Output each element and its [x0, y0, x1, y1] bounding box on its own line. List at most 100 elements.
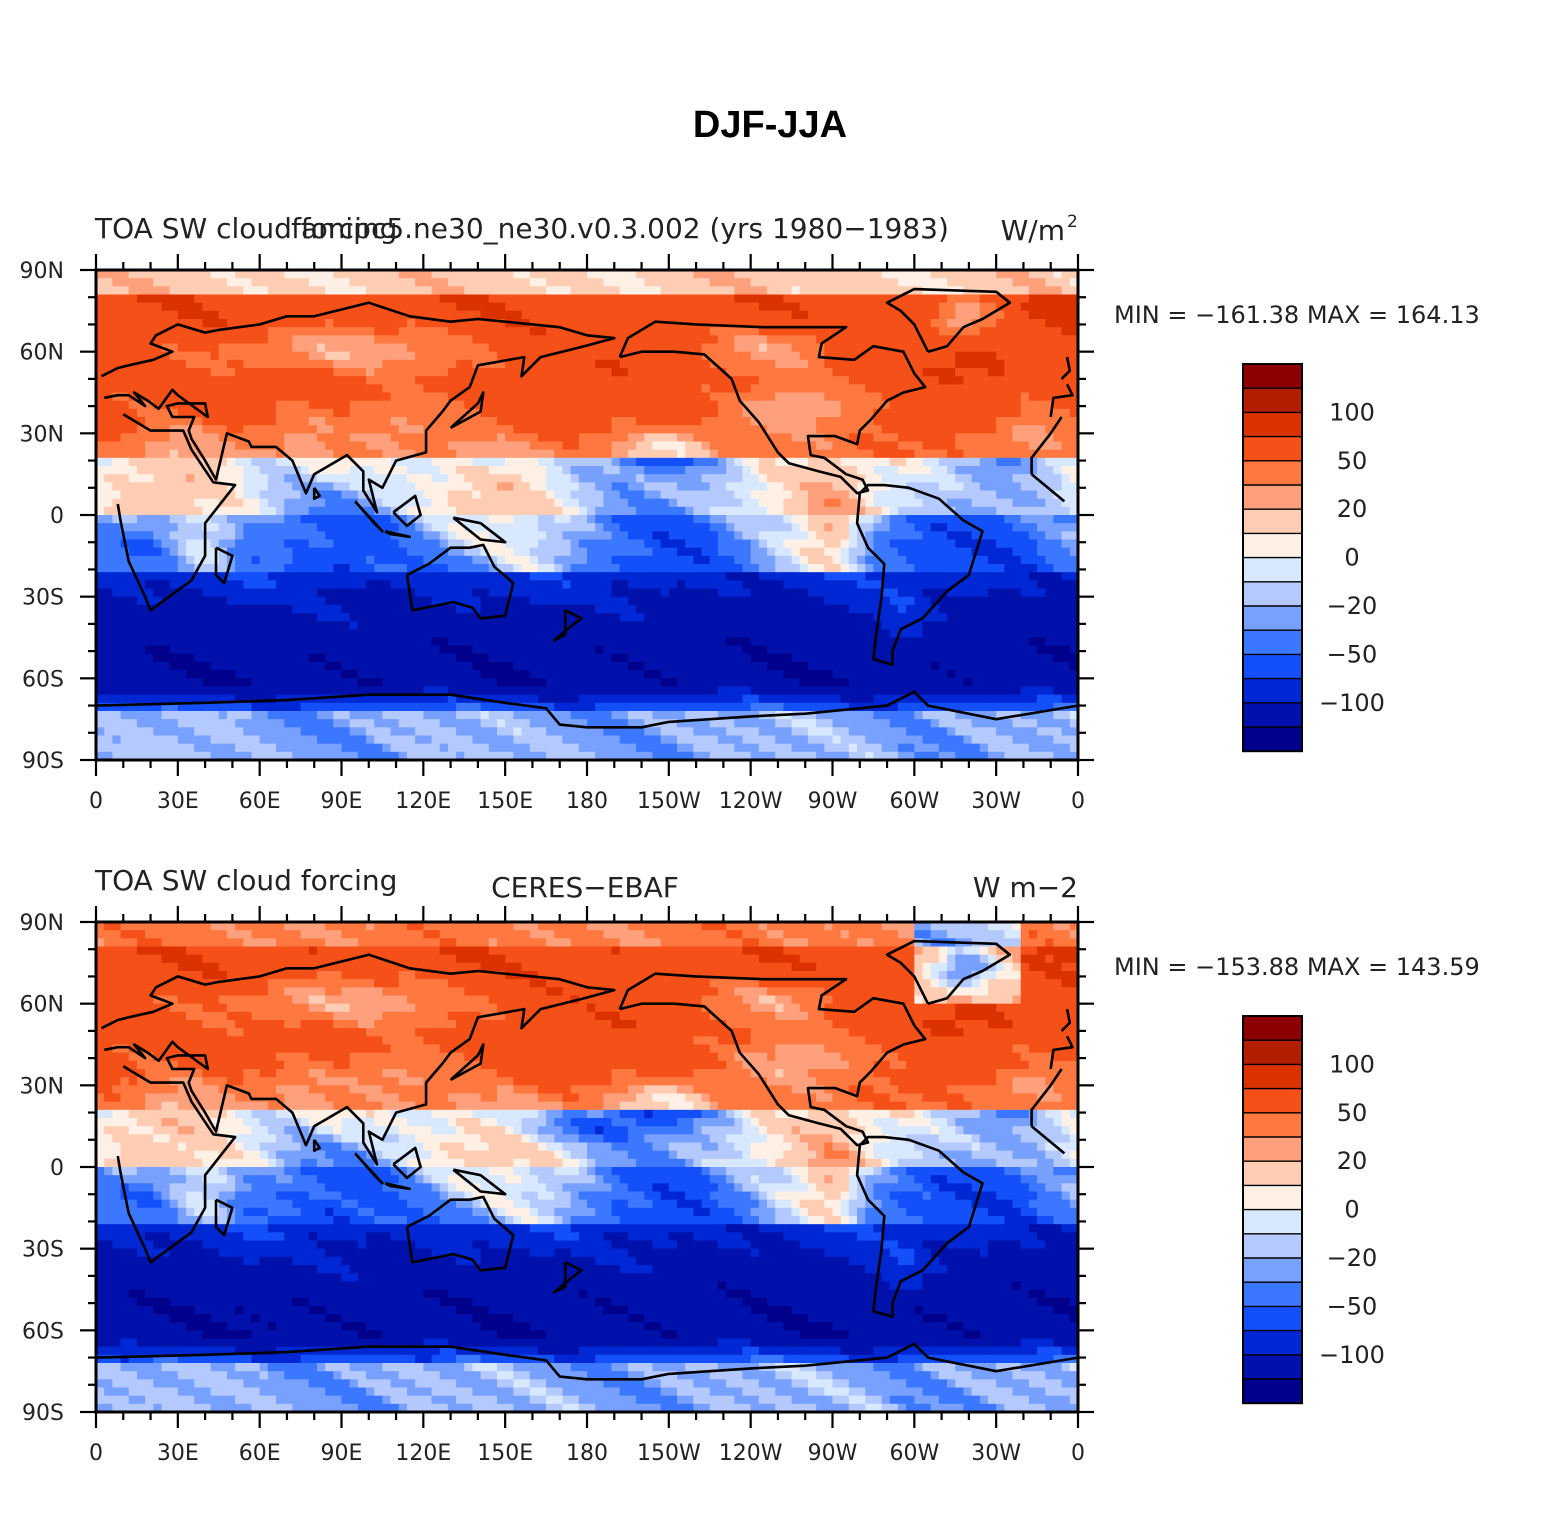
- lon-tick-label: 120E: [395, 1441, 451, 1466]
- lon-tick-label: 150E: [477, 789, 533, 814]
- colorbar-swatch: [1243, 1354, 1302, 1380]
- colorbar-label: 0: [1344, 544, 1359, 572]
- panel-min-max: MIN = −161.38 MAX = 164.13: [1114, 301, 1480, 329]
- colorbar-swatch: [1243, 654, 1302, 679]
- lon-tick-label: 30E: [157, 1441, 199, 1466]
- colorbar-swatch: [1243, 678, 1302, 704]
- colorbar-swatch: [1243, 727, 1302, 752]
- panel-units: W/m: [1001, 214, 1065, 247]
- colorbar-label: 50: [1337, 447, 1368, 475]
- lon-tick-label: 60W: [889, 1441, 939, 1466]
- colorbar-swatch: [1243, 1137, 1302, 1162]
- colorbar-swatch: [1243, 364, 1302, 389]
- coastlines: [96, 287, 1078, 729]
- lat-tick-label: 90S: [22, 1401, 64, 1426]
- panel-units: W m−2: [973, 871, 1078, 904]
- colorbar-swatch: [1243, 388, 1302, 413]
- lat-tick-label: 90N: [20, 911, 64, 936]
- colorbar-swatch: [1243, 1112, 1302, 1138]
- colorbar-label: −50: [1327, 1292, 1378, 1320]
- lon-tick-label: 150W: [637, 1441, 701, 1466]
- lon-tick-label: 150E: [477, 1441, 533, 1466]
- lon-tick-label: 60E: [239, 789, 281, 814]
- lat-tick-label: 60S: [22, 667, 64, 692]
- lon-tick-label: 90W: [808, 789, 858, 814]
- colorbar-label: 0: [1344, 1196, 1359, 1224]
- colorbar-swatch: [1243, 1233, 1302, 1259]
- colorbar-label: −20: [1327, 1244, 1378, 1272]
- lat-tick-label: 90S: [22, 749, 64, 774]
- colorbar-swatch: [1243, 460, 1302, 486]
- colorbar-swatch: [1243, 485, 1302, 510]
- lon-tick-label: 30E: [157, 789, 199, 814]
- contour-field: [96, 922, 1078, 1412]
- lon-tick-label: 0: [1071, 1441, 1085, 1466]
- lon-tick-label: 90E: [321, 1441, 363, 1466]
- lat-tick-label: 0: [50, 1156, 64, 1181]
- colorbar-swatch: [1243, 436, 1302, 462]
- lon-tick-label: 150W: [637, 789, 701, 814]
- lon-tick-label: 60W: [889, 789, 939, 814]
- colorbar-label: −50: [1327, 640, 1378, 668]
- panel-center-title: CERES−EBAF: [491, 871, 679, 904]
- lon-tick-label: 0: [89, 1441, 103, 1466]
- lon-tick-label: 180: [566, 1441, 608, 1466]
- map-panel-model: TOA SW cloud forcing famipc5.ne30_ne30.v…: [20, 212, 1480, 814]
- colorbar-label: 20: [1337, 1147, 1368, 1175]
- colorbar-swatch: [1243, 1306, 1302, 1331]
- colorbar: 100 50 20 0 −20 −50 −100: [1242, 363, 1385, 753]
- colorbar-label: 20: [1337, 495, 1368, 523]
- lon-tick-label: 120E: [395, 789, 451, 814]
- lat-tick-label: 30N: [20, 422, 64, 447]
- lon-tick-label: 0: [89, 789, 103, 814]
- panel-left-title: TOA SW cloud forcing: [94, 212, 397, 245]
- lat-tick-label: 60S: [22, 1319, 64, 1344]
- colorbar-swatch: [1243, 1282, 1302, 1307]
- figure-title: DJF-JJA: [693, 104, 847, 146]
- lon-tick-label: 90E: [321, 789, 363, 814]
- colorbar-swatch: [1243, 533, 1302, 558]
- lat-tick-label: 60N: [20, 993, 64, 1018]
- colorbar-label: 100: [1329, 398, 1375, 426]
- colorbar-label: 50: [1337, 1099, 1368, 1127]
- panel-units-exponent: 2: [1067, 212, 1078, 232]
- lat-tick-label: 0: [50, 504, 64, 529]
- colorbar-swatch: [1243, 1330, 1302, 1356]
- lat-tick-label: 30S: [22, 586, 64, 611]
- lon-tick-label: 30W: [971, 789, 1021, 814]
- lon-tick-label: 90W: [808, 1441, 858, 1466]
- lat-tick-label: 30S: [22, 1238, 64, 1263]
- colorbar-swatch: [1243, 509, 1302, 534]
- colorbar-label: −100: [1319, 1341, 1385, 1369]
- colorbar-swatch: [1243, 606, 1302, 631]
- lon-tick-label: 0: [1071, 789, 1085, 814]
- colorbar-label: −20: [1327, 592, 1378, 620]
- colorbar-swatch: [1243, 1016, 1302, 1041]
- lon-tick-label: 60E: [239, 1441, 281, 1466]
- coastlines: [96, 939, 1078, 1381]
- colorbar-swatch: [1243, 1161, 1302, 1186]
- lat-tick-label: 60N: [20, 341, 64, 366]
- lon-tick-label: 30W: [971, 1441, 1021, 1466]
- lat-tick-label: 30N: [20, 1074, 64, 1099]
- colorbar-swatch: [1243, 1185, 1302, 1210]
- colorbar-swatch: [1243, 1209, 1302, 1235]
- colorbar-label: −100: [1319, 689, 1385, 717]
- colorbar-swatch: [1243, 1064, 1302, 1089]
- panel-left-title: TOA SW cloud forcing: [94, 864, 397, 897]
- colorbar-swatch: [1243, 581, 1302, 607]
- colorbar-swatch: [1243, 702, 1302, 728]
- panel-min-max: MIN = −153.88 MAX = 143.59: [1114, 953, 1480, 981]
- panel-center-title: famipc5.ne30_ne30.v0.3.002 (yrs 1980−198…: [291, 212, 949, 245]
- colorbar-swatch: [1243, 1040, 1302, 1065]
- lat-tick-label: 90N: [20, 259, 64, 284]
- axis-ticks: 90N 60N 30N 0 30S 60S 90S 0 30E 60E 90E 120E 150E 180…: [20, 906, 1094, 1466]
- colorbar-swatch: [1243, 1088, 1302, 1114]
- colorbar-swatch: [1243, 1379, 1302, 1404]
- lon-tick-label: 120W: [719, 1441, 783, 1466]
- colorbar-swatch: [1243, 557, 1302, 583]
- colorbar-swatch: [1243, 1258, 1302, 1283]
- colorbar: 100 50 20 0 −20 −50 −100: [1242, 1015, 1385, 1405]
- contour-field: [96, 270, 1078, 760]
